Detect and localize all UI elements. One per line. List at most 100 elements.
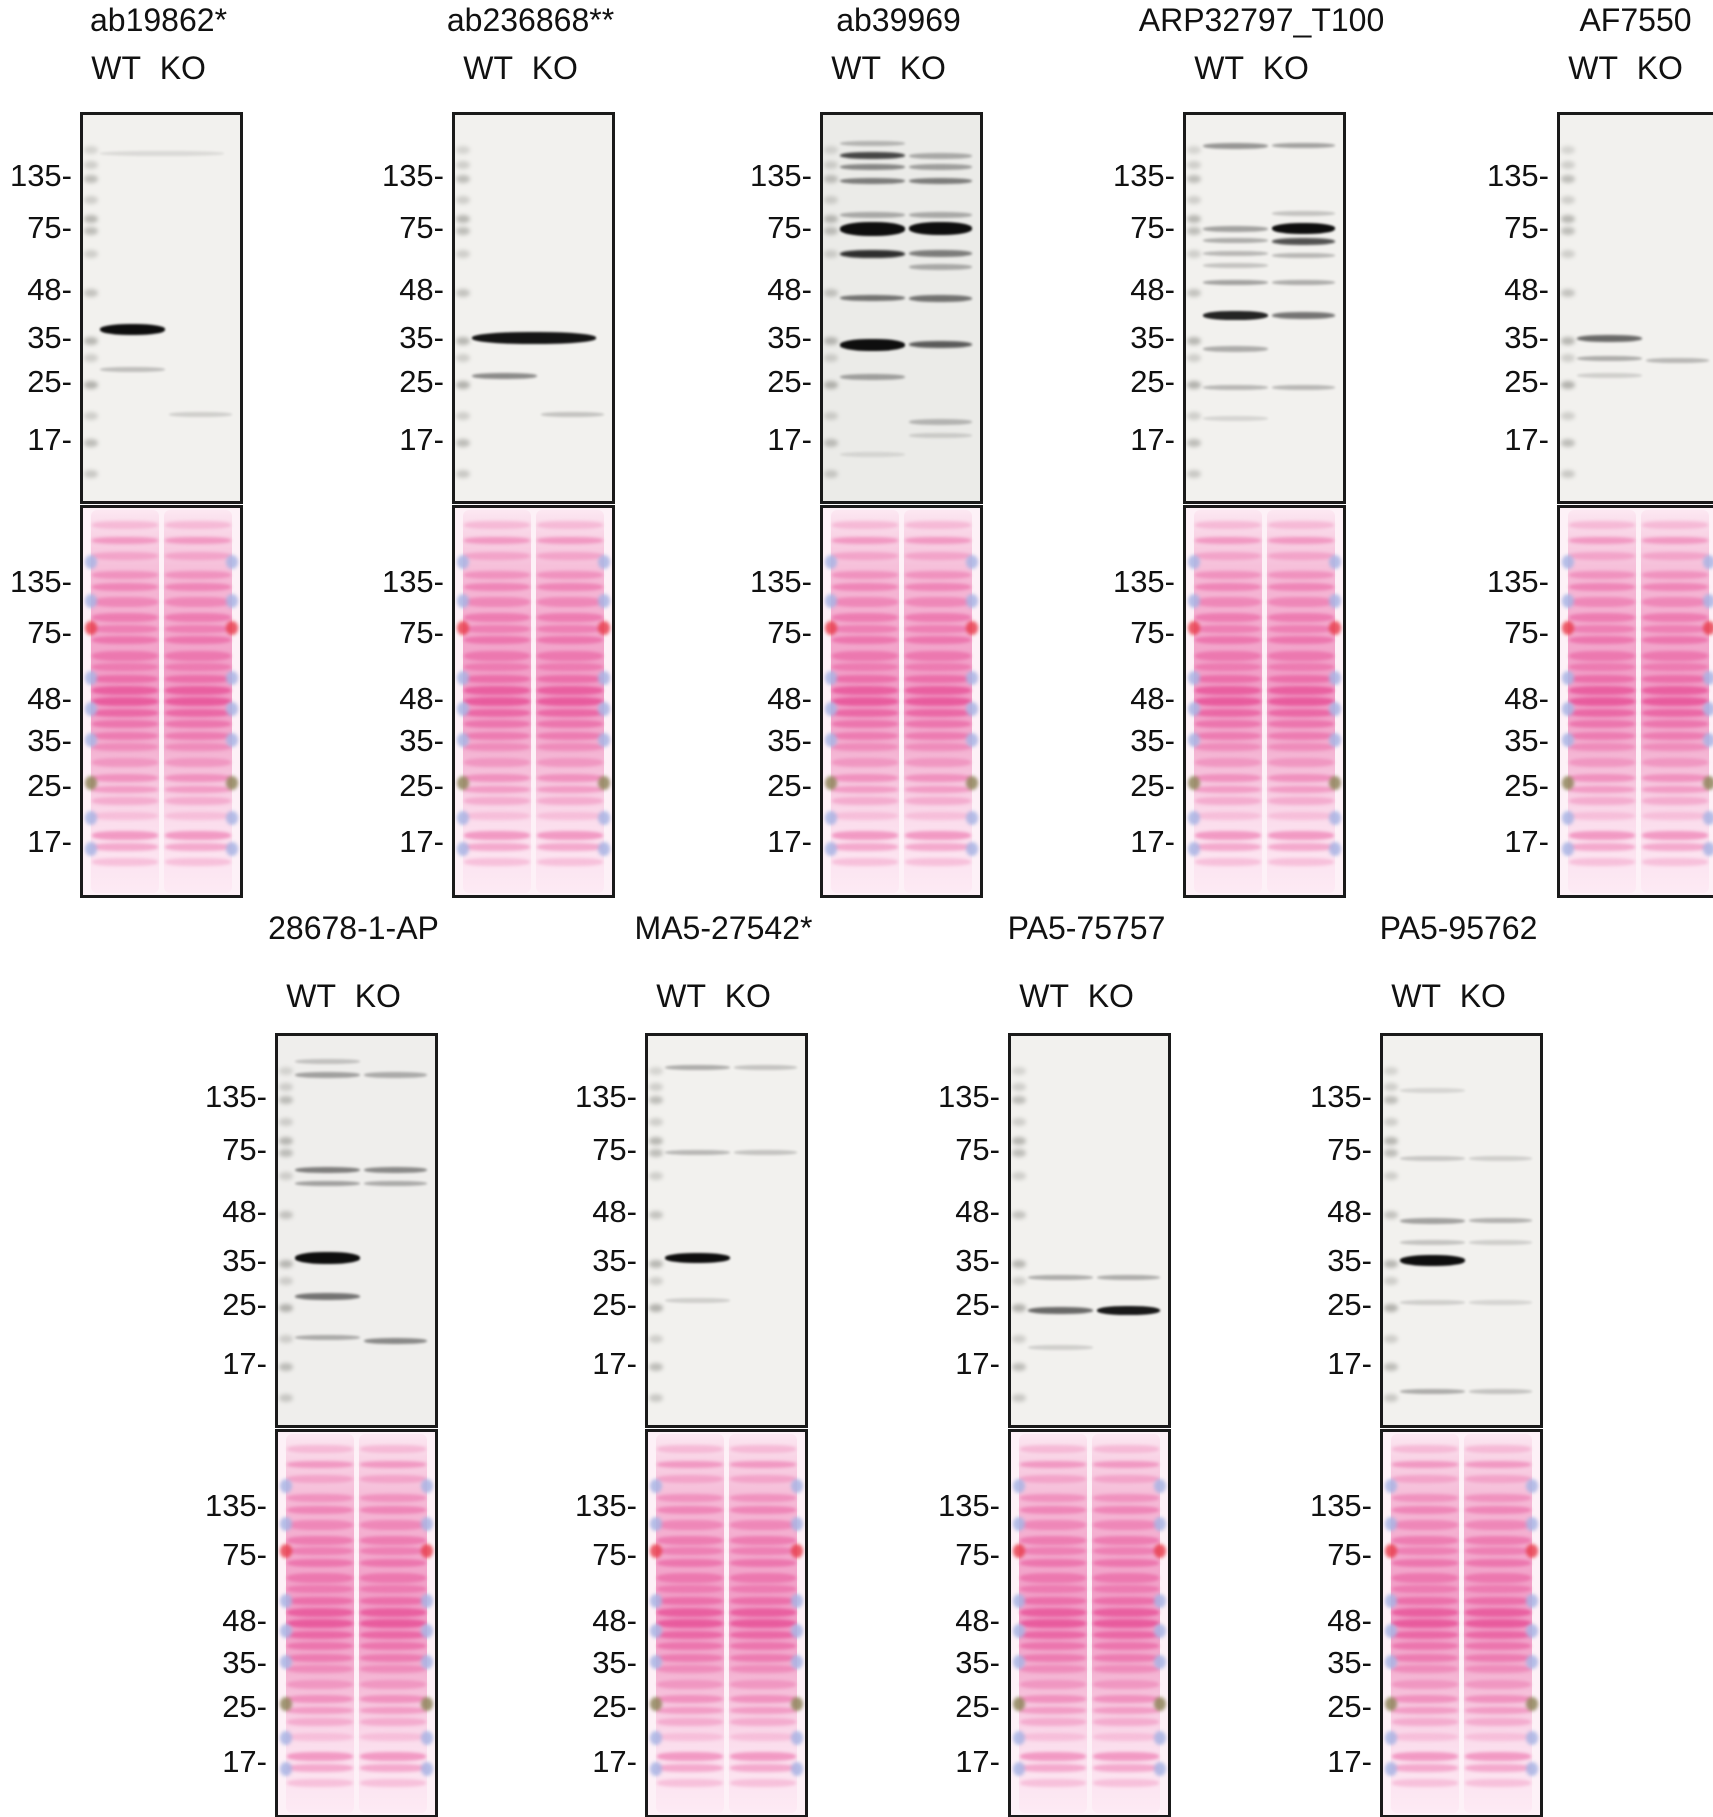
protein-band-wt (665, 1064, 730, 1070)
ponceau-stripe (1019, 1607, 1087, 1617)
ponceau-stripe (1092, 1475, 1160, 1484)
ponceau-panel (820, 505, 983, 898)
ponceau-stripe (831, 674, 899, 683)
ponceau-stripe (656, 1607, 724, 1617)
ladder-mark (84, 381, 98, 390)
ponceau-stripe (359, 1751, 427, 1761)
ladder-mark (1384, 1117, 1398, 1126)
mw-marker-label: 17- (399, 823, 444, 859)
ponceau-stripe (1092, 1607, 1160, 1617)
ponceau-stripe (1391, 1535, 1459, 1545)
marker-dot-red (1329, 620, 1341, 635)
marker-dot-blue (1526, 1478, 1538, 1493)
marker-dot-blue (791, 1654, 803, 1669)
protein-band-ko (169, 411, 233, 417)
ladder-mark (84, 215, 98, 224)
ladder-mark (1384, 1259, 1398, 1268)
mw-marker-label: 135- (381, 564, 444, 600)
ponceau-stripe (1641, 843, 1709, 852)
mw-marker-label: 135- (749, 157, 812, 193)
ponceau-stripe (729, 1733, 797, 1742)
marker-dot-blue (791, 1593, 803, 1608)
ponceau-stripe (91, 551, 159, 560)
ponceau-stripe (1568, 674, 1636, 683)
marker-dot-blue (650, 1654, 662, 1669)
ponceau-stripe (729, 1619, 797, 1628)
marker-dot-blue (1013, 1731, 1025, 1746)
ponceau-stripe (831, 731, 899, 740)
ponceau-stripe (1019, 1707, 1087, 1715)
marker-dot-blue (1154, 1731, 1166, 1746)
marker-dot-blue (226, 702, 238, 717)
ponceau-stripe (1464, 1653, 1532, 1662)
protein-band-wt (665, 1150, 730, 1156)
ponceau-stripe (729, 1607, 797, 1617)
ponceau-stripe (1641, 731, 1709, 740)
panel-title: PA5-75757 (1007, 910, 1166, 946)
ponceau-stripe (904, 774, 972, 783)
ponceau-stripe (1019, 1547, 1087, 1556)
ponceau-stripe (286, 1505, 354, 1514)
marker-dot-blue (1385, 1762, 1397, 1777)
marker-dot-blue (421, 1593, 433, 1608)
ladder-mark (1187, 336, 1201, 345)
ladder-mark (456, 249, 470, 258)
mw-marker-label: 35- (222, 1644, 267, 1680)
marker-dot-blue (966, 841, 978, 856)
marker-dot-blue (1562, 841, 1574, 856)
marker-dot-blue (85, 810, 97, 825)
marker-dot-blue (226, 841, 238, 856)
mw-marker-label: 25- (27, 767, 72, 803)
ponceau-stripe (1391, 1572, 1459, 1583)
ponceau-stripe (91, 571, 159, 580)
ponceau-stripe (286, 1642, 354, 1651)
marker-dot-blue (791, 1762, 803, 1777)
ponceau-lane-ko (535, 509, 605, 894)
ponceau-stripe (91, 831, 159, 841)
protein-band-wt (1400, 1239, 1465, 1245)
ponceau-stripe (536, 797, 604, 806)
marker-dot-blue (280, 1731, 292, 1746)
ladder-mark (1012, 1393, 1026, 1402)
ladder-mark (649, 1067, 663, 1075)
protein-band-wt (295, 1334, 360, 1340)
ponceau-stripe (463, 758, 531, 768)
protein-band-wt (1577, 373, 1642, 379)
marker-dot-blue (791, 1516, 803, 1531)
mw-marker-label: 48- (27, 680, 72, 716)
ladder-mark (1384, 1393, 1398, 1402)
ponceau-lane-ko (903, 509, 973, 894)
ponceau-stripe (1267, 812, 1335, 821)
marker-dot-blue (1526, 1731, 1538, 1746)
ponceau-stripe (1568, 858, 1636, 867)
mw-marker-label: 25- (27, 364, 72, 400)
ponceau-stripe (359, 1733, 427, 1742)
marker-dot-blue (825, 810, 837, 825)
ponceau-stripe (1464, 1505, 1532, 1514)
marker-dot-blue (1013, 1516, 1025, 1531)
ponceau-stripe (904, 636, 972, 645)
ponceau-stripe (1019, 1679, 1087, 1689)
ladder-mark (1187, 161, 1201, 170)
mw-marker-label: 48- (592, 1602, 637, 1638)
mw-marker-label: 75- (767, 209, 812, 245)
marker-dot-blue (280, 1624, 292, 1639)
protein-band-ko (909, 164, 973, 171)
ponceau-stripe (359, 1596, 427, 1605)
ponceau-stripe (1568, 551, 1636, 560)
ladder-mark (279, 1096, 293, 1105)
mw-marker-label: 75- (767, 614, 812, 650)
marker-dot-blue (1154, 1478, 1166, 1493)
mw-marker-label: 48- (1504, 680, 1549, 716)
protein-band-wt (1203, 142, 1268, 149)
ponceau-stripe (1092, 1505, 1160, 1514)
ponceau-stripe (1464, 1718, 1532, 1727)
protein-band-wt (840, 249, 905, 258)
lane-label-wt: WT (286, 978, 336, 1014)
ponceau-stripe (904, 858, 972, 867)
marker-dot-olive (457, 775, 469, 790)
ponceau-stripe (1464, 1733, 1532, 1742)
ladder-mark (824, 381, 838, 390)
ponceau-stripe (1641, 720, 1709, 729)
